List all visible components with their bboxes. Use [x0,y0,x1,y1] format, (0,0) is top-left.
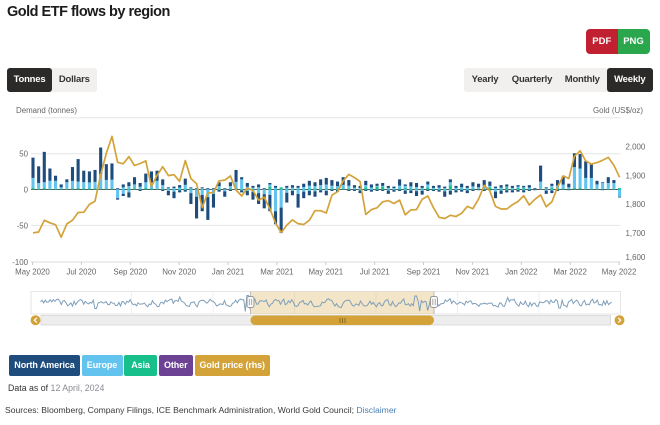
svg-text:Jul 2021: Jul 2021 [360,268,390,277]
svg-text:Nov 2020: Nov 2020 [162,268,196,277]
svg-text:-50: -50 [17,221,29,230]
svg-text:1,600: 1,600 [626,253,646,262]
svg-text:Gold (US$/oz): Gold (US$/oz) [593,106,643,115]
svg-text:Mar 2022: Mar 2022 [554,268,587,277]
svg-text:Sep 2020: Sep 2020 [113,268,147,277]
svg-text:1,900: 1,900 [626,171,646,180]
svg-text:May 2020: May 2020 [15,268,50,277]
svg-text:Jan 2022: Jan 2022 [505,268,537,277]
svg-text:Sep 2021: Sep 2021 [407,268,441,277]
svg-text:May 2021: May 2021 [308,268,343,277]
svg-text:2,000: 2,000 [626,143,646,152]
svg-text:May 2022: May 2022 [602,268,637,277]
svg-text:Jul 2020: Jul 2020 [66,268,96,277]
svg-text:1,700: 1,700 [626,229,646,238]
svg-text:-100: -100 [12,258,28,267]
svg-text:Nov 2021: Nov 2021 [456,268,490,277]
svg-text:0: 0 [24,186,29,195]
svg-text:1,800: 1,800 [626,200,646,209]
svg-text:Demand (tonnes): Demand (tonnes) [16,106,77,115]
svg-text:Mar 2021: Mar 2021 [260,268,293,277]
svg-text:50: 50 [19,150,28,159]
svg-text:Jan 2021: Jan 2021 [212,268,244,277]
